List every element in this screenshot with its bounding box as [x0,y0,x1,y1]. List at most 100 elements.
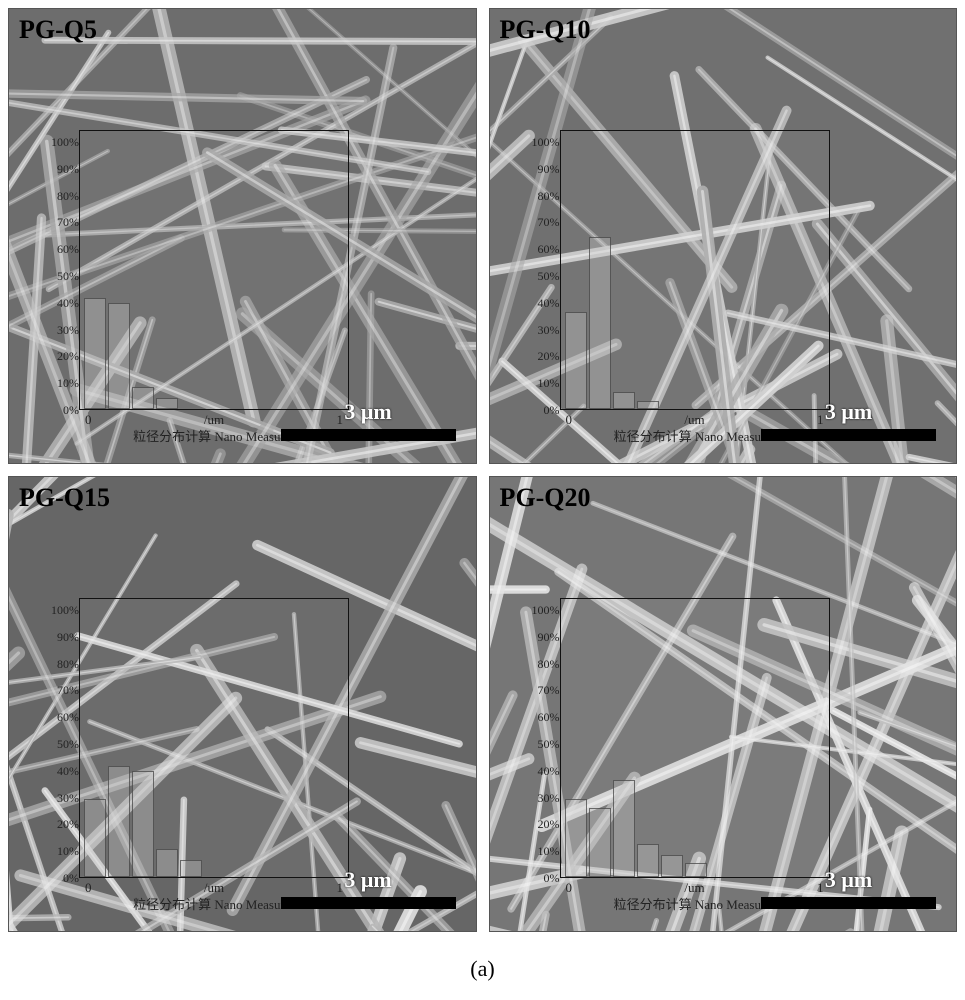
y-tick: 100% [39,604,79,616]
y-tick: 50% [39,270,79,282]
histogram-bar [589,808,611,878]
y-tick: 60% [39,711,79,723]
histogram-bar [661,855,683,877]
y-tick: 20% [39,350,79,362]
histogram-bar [613,392,635,409]
y-tick: 80% [39,190,79,202]
histogram-bar [132,771,154,877]
y-tick: 10% [39,845,79,857]
y-tick: 50% [520,738,560,750]
y-tick: 90% [39,631,79,643]
panel-label: PG-Q15 [19,483,110,513]
panel-pg-q5: PG-Q5 0%10%20%30%40%50%60%70%80%90%100% … [8,8,477,464]
histogram-bar [565,312,587,409]
scale-line [281,897,456,909]
scale-bar: 3 μm [281,867,456,909]
y-axis: 0%10%20%30%40%50%60%70%80%90%100% [520,598,560,878]
y-tick: 0% [39,404,79,416]
y-tick: 80% [520,658,560,670]
diameter-histogram-inset: 0%10%20%30%40%50%60%70%80%90%100% 0/um1 … [39,130,349,445]
y-tick: 20% [520,350,560,362]
y-tick: 50% [39,738,79,750]
y-tick: 30% [520,324,560,336]
y-tick: 80% [39,658,79,670]
y-tick: 100% [520,136,560,148]
y-tick: 0% [39,872,79,884]
histogram-bar [180,860,202,877]
scale-bar: 3 μm [281,399,456,441]
histogram-bar [637,844,659,877]
diameter-histogram-inset: 0%10%20%30%40%50%60%70%80%90%100% 0/um1 … [39,598,349,913]
histogram-bar [156,849,178,877]
chart-frame [79,130,349,410]
histogram-bar [108,303,130,409]
y-tick: 20% [39,818,79,830]
chart-frame [560,598,830,878]
y-tick: 40% [520,297,560,309]
y-tick: 30% [520,792,560,804]
y-tick: 90% [520,163,560,175]
panel-pg-q15: PG-Q15 0% 10% 20% 30% 40% 50% 60% 70% 80% 90% 100%… [8,476,477,932]
y-tick: 100% [39,136,79,148]
y-tick: 60% [520,243,560,255]
y-tick: 40% [520,765,560,777]
y-tick: 70% [39,216,79,228]
scale-text: 3 μm [825,399,872,425]
histogram-bars [561,599,829,877]
y-axis: 0%10%20%30%40%50%60%70%80%90%100% [520,130,560,410]
sem-panel-grid: PG-Q5 0%10%20%30%40%50%60%70%80%90%100% … [0,0,965,940]
y-tick: 70% [39,684,79,696]
y-tick: 10% [39,377,79,389]
y-tick: 90% [39,163,79,175]
chart-frame [560,130,830,410]
scale-text: 3 μm [825,867,872,893]
y-tick: 10% [520,377,560,389]
scale-bar: 3 μm [761,399,936,441]
y-tick: 40% [39,765,79,777]
histogram-bar [685,863,707,877]
panel-label: PG-Q20 [500,483,591,513]
panel-pg-q10: PG-Q10 0% 10% 20% 30% 40% 50% 60% 70% 80% 90% 100%… [489,8,958,464]
y-axis: 0%10%20%30%40%50%60%70%80%90%100% [39,598,79,878]
y-tick: 40% [39,297,79,309]
y-tick: 80% [520,190,560,202]
scale-line [281,429,456,441]
histogram-bar [108,766,130,877]
histogram-bar [637,401,659,409]
histogram-bar [84,298,106,409]
y-tick: 30% [39,324,79,336]
diameter-histogram-inset: 0%10%20%30%40%50%60%70%80%90%100% 0/um1 … [520,130,830,445]
diameter-histogram-inset: 0%10%20%30%40%50%60%70%80%90%100% 0/um1 … [520,598,830,913]
scale-line [761,429,936,441]
scale-line [761,897,936,909]
histogram-bars [80,131,348,409]
chart-frame [79,598,349,878]
y-tick: 70% [520,216,560,228]
y-tick: 0% [520,404,560,416]
histogram-bars [561,131,829,409]
y-tick: 50% [520,270,560,282]
panel-label: PG-Q5 [19,15,97,45]
y-tick: 70% [520,684,560,696]
y-tick: 10% [520,845,560,857]
panel-label: PG-Q10 [500,15,591,45]
scale-text: 3 μm [344,867,391,893]
y-tick: 30% [39,792,79,804]
y-tick: 60% [39,243,79,255]
y-tick: 60% [520,711,560,723]
histogram-bar [565,799,587,877]
figure-caption: (a) [0,956,965,982]
histogram-bar [84,799,106,877]
y-tick: 0% [520,872,560,884]
y-tick: 90% [520,631,560,643]
panel-pg-q20: PG-Q20 0%10%20%30%40%50%60%70%80%90%100%… [489,476,958,932]
y-axis: 0%10%20%30%40%50%60%70%80%90%100% [39,130,79,410]
histogram-bar [132,387,154,409]
histogram-bar [589,237,611,409]
histogram-bars [80,599,348,877]
scale-bar: 3 μm [761,867,936,909]
histogram-bar [613,780,635,877]
scale-text: 3 μm [344,399,391,425]
histogram-bar [156,398,178,409]
y-tick: 100% [520,604,560,616]
